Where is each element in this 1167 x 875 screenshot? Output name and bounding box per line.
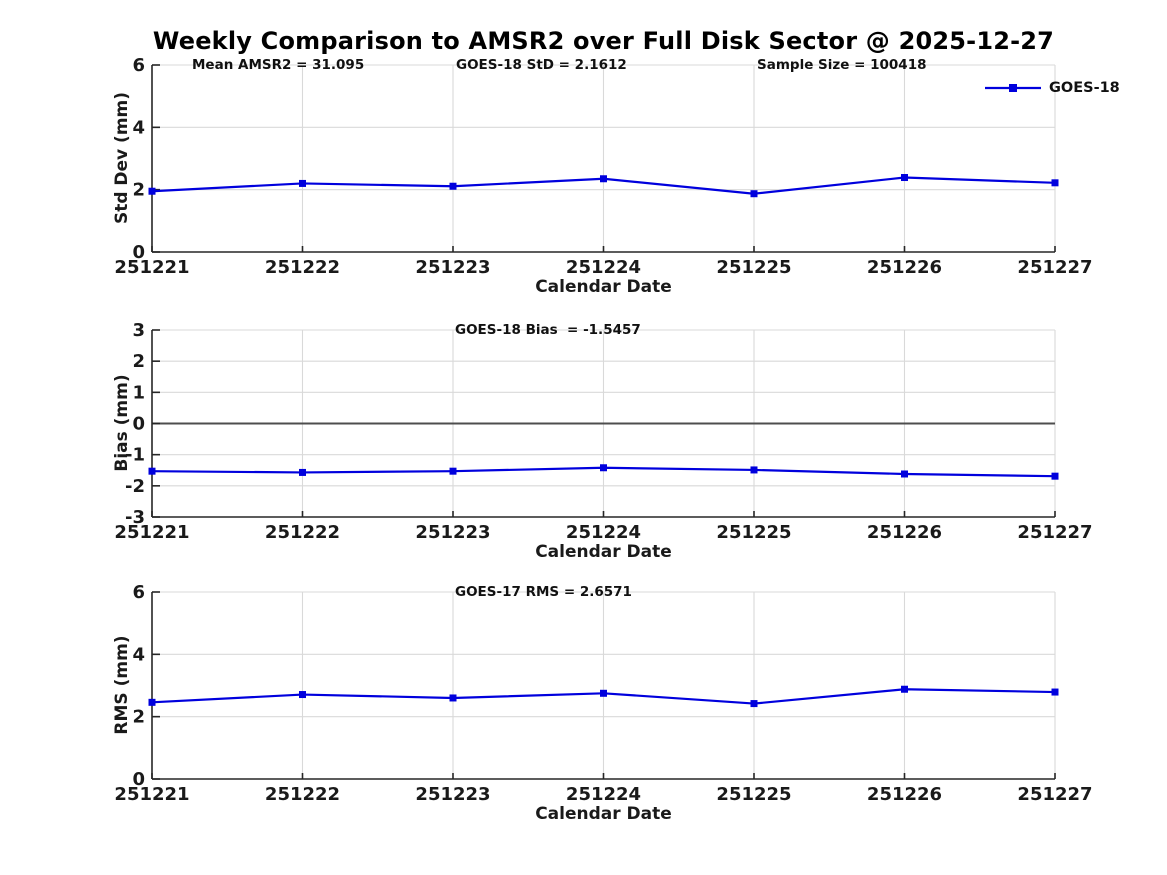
data-point-marker — [901, 685, 908, 693]
page-title: Weekly Comparison to AMSR2 over Full Dis… — [152, 27, 1055, 55]
x-tick-label: 251227 — [1017, 257, 1092, 278]
legend-label: GOES-18 — [1049, 79, 1120, 96]
y-tick-label: -3 — [125, 507, 145, 528]
legend: GOES-18 — [984, 79, 1120, 96]
x-tick-label: 251223 — [415, 522, 490, 543]
data-point-marker — [750, 190, 758, 198]
x-tick-label: 251221 — [114, 257, 189, 278]
data-point-marker — [1051, 472, 1059, 480]
x-axis-label-calendar-date: Calendar Date — [535, 277, 672, 297]
y-tick-label: 0 — [132, 242, 145, 263]
x-tick-label: 251221 — [114, 522, 189, 543]
y-axis-label-bias: Bias (mm) — [112, 374, 132, 472]
x-axis-label-calendar-date: Calendar Date — [535, 542, 672, 562]
x-tick-label: 251222 — [265, 257, 340, 278]
data-point-marker — [750, 700, 758, 708]
data-point-marker — [148, 467, 156, 475]
data-point-marker — [299, 179, 306, 187]
y-tick-label: 6 — [132, 582, 145, 603]
y-tick-label: 3 — [132, 320, 145, 341]
data-point-marker — [600, 175, 607, 183]
x-tick-label: 251222 — [265, 784, 340, 805]
data-point-marker — [148, 698, 156, 706]
x-tick-label: 251226 — [867, 257, 942, 278]
x-axis-label-calendar-date: Calendar Date — [535, 804, 672, 824]
data-point-marker — [299, 468, 306, 476]
data-point-marker — [901, 174, 908, 182]
annotation-goes18-bias: GOES-18 Bias = -1.5457 — [455, 322, 641, 338]
data-point-marker — [449, 182, 457, 190]
x-tick-label: 251221 — [114, 784, 189, 805]
data-point-marker — [148, 187, 156, 195]
data-point-marker — [449, 694, 457, 702]
data-point-marker — [449, 467, 457, 475]
y-axis-label-rms: RMS (mm) — [112, 635, 132, 735]
y-tick-label: -2 — [125, 476, 145, 497]
data-point-marker — [600, 689, 607, 697]
y-tick-label: 0 — [132, 414, 145, 435]
x-tick-label: 251224 — [566, 784, 641, 805]
x-tick-label: 251227 — [1017, 522, 1092, 543]
x-tick-label: 251222 — [265, 522, 340, 543]
x-tick-label: 251224 — [566, 522, 641, 543]
data-point-marker — [1051, 688, 1059, 696]
y-tick-label: 2 — [132, 180, 145, 201]
annotation-goes17-rms: GOES-17 RMS = 2.6571 — [455, 584, 632, 600]
data-point-marker — [600, 464, 607, 472]
x-tick-label: 251225 — [716, 784, 791, 805]
x-tick-label: 251225 — [716, 522, 791, 543]
annotation-goes18-std: GOES-18 StD = 2.1612 — [456, 57, 627, 73]
data-point-marker — [750, 466, 758, 474]
y-tick-label: 0 — [132, 769, 145, 790]
y-axis-label-stddev: Std Dev (mm) — [112, 91, 132, 225]
x-tick-label: 251223 — [415, 784, 490, 805]
y-tick-label: 4 — [132, 644, 145, 665]
data-point-marker — [901, 470, 908, 478]
annotation-mean-amsr2: Mean AMSR2 = 31.095 — [192, 57, 365, 73]
legend-line-marker-icon — [985, 83, 1041, 92]
x-tick-label: 251225 — [716, 257, 791, 278]
y-tick-label: 1 — [132, 382, 145, 403]
annotation-sample-size: Sample Size = 100418 — [757, 57, 927, 73]
data-point-marker — [1051, 179, 1059, 187]
x-tick-label: 251223 — [415, 257, 490, 278]
y-tick-label: 6 — [132, 55, 145, 76]
data-point-marker — [299, 691, 306, 699]
y-tick-label: -1 — [125, 445, 145, 466]
y-tick-label: 2 — [132, 707, 145, 728]
x-tick-label: 251226 — [867, 784, 942, 805]
x-tick-label: 251224 — [566, 257, 641, 278]
y-tick-label: 4 — [132, 117, 145, 138]
x-tick-label: 251227 — [1017, 784, 1092, 805]
y-tick-label: 2 — [132, 351, 145, 372]
x-tick-label: 251226 — [867, 522, 942, 543]
